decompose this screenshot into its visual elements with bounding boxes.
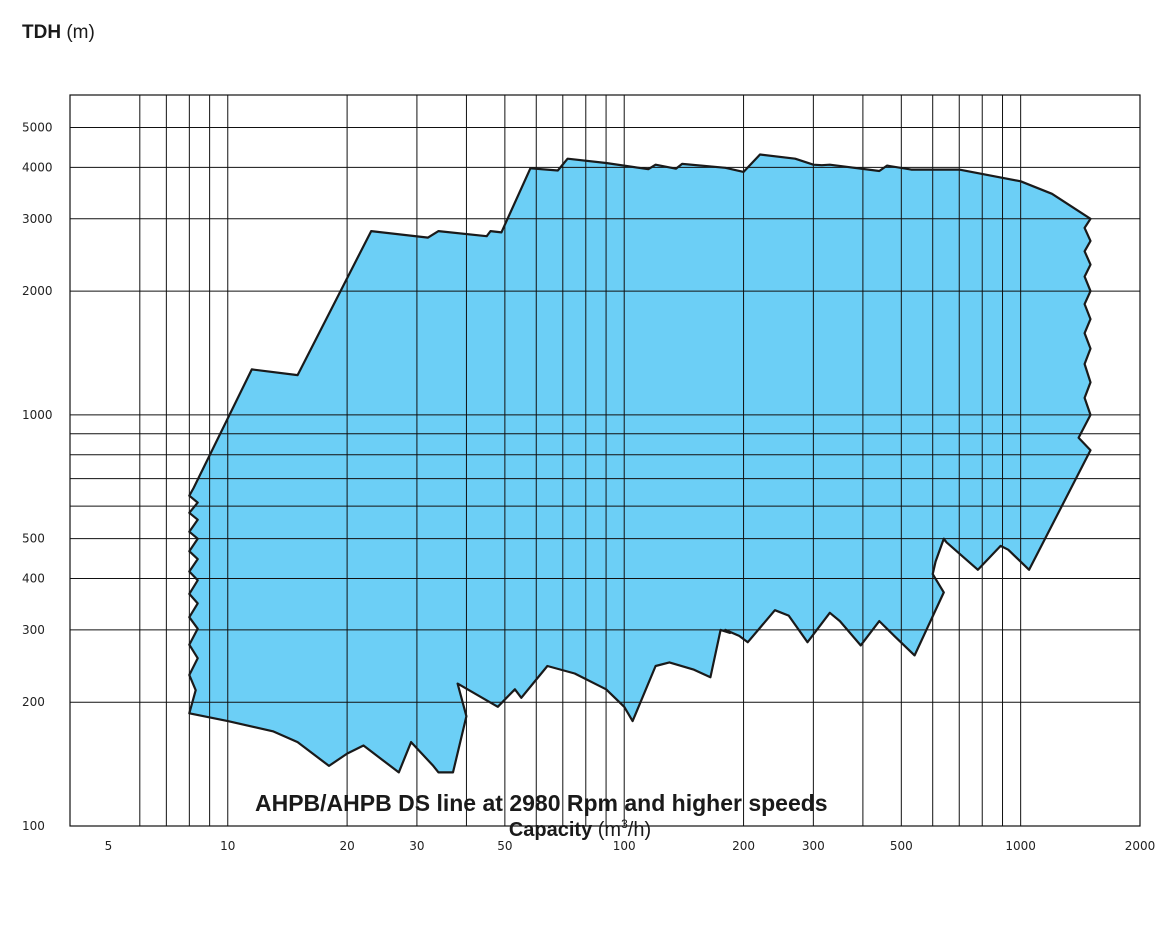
plot-frame — [69, 94, 1141, 827]
operating-range-outline — [188, 153, 1092, 774]
x-tick-label: 300 — [802, 839, 825, 853]
y-axis-title: TDH (m) — [22, 22, 95, 43]
x-tick-label: 1000 — [1005, 839, 1036, 853]
y-tick-label: 5000 — [22, 121, 53, 135]
y-tick-label: 4000 — [22, 160, 53, 174]
x-tick-label: 50 — [497, 839, 512, 853]
y-tick-label: 200 — [22, 695, 45, 709]
x-tick-label: 100 — [613, 839, 636, 853]
y-tick-label: 100 — [22, 819, 45, 833]
y-tick-label: 500 — [22, 532, 45, 546]
x-tick-label: 5 — [105, 839, 113, 853]
chart-annotation: AHPB/AHPB DS line at 2980 Rpm and higher… — [255, 790, 828, 816]
plot-area: 5 10 20 30 50 100 200 300 500 1000 2000 100 200 300 40… — [22, 94, 1156, 853]
y-tick-label: 2000 — [22, 284, 53, 298]
y-tick-label: 3000 — [22, 212, 53, 226]
x-tick-label: 200 — [732, 839, 755, 853]
x-tick-label: 2000 — [1125, 839, 1156, 853]
x-tick-label: 10 — [220, 839, 235, 853]
y-tick-label: 1000 — [22, 408, 53, 422]
y-tick-label: 400 — [22, 571, 45, 585]
operating-range-area — [189, 154, 1091, 773]
y-tick-label: 300 — [22, 623, 45, 637]
x-tick-label: 20 — [339, 839, 354, 853]
x-axis-title: Capacity (m3/h) — [509, 817, 651, 841]
x-tick-label: 30 — [409, 839, 424, 853]
x-tick-label: 500 — [890, 839, 913, 853]
